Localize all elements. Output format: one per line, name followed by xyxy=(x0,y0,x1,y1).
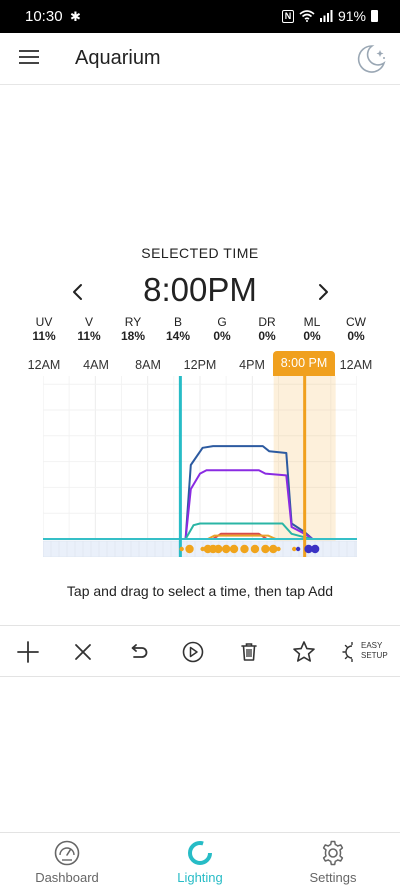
channel-value: 11% xyxy=(32,329,56,343)
channel-name: CW xyxy=(346,315,366,329)
lighting-ring-icon xyxy=(188,841,212,865)
easy-setup-line2: SETUP xyxy=(361,651,388,660)
channel-name: DR xyxy=(258,315,276,329)
add-icon[interactable] xyxy=(15,639,41,665)
axis-tick: 12AM xyxy=(27,358,61,372)
close-icon[interactable] xyxy=(70,639,96,665)
half-sun-icon xyxy=(342,642,353,662)
channel-cw: CW 0% xyxy=(331,315,381,343)
next-time-button[interactable] xyxy=(313,281,333,303)
nav-dashboard[interactable]: Dashboard xyxy=(12,837,122,887)
channel-value: 0% xyxy=(213,329,231,343)
slack-icon: ✱ xyxy=(70,9,81,24)
schedule-marker xyxy=(276,546,281,552)
channel-values: UV 11% V 11% RY 18% B 14% G 0% DR 0% ML … xyxy=(20,315,380,345)
channel-g: G 0% xyxy=(197,315,247,343)
schedule-marker xyxy=(310,544,320,554)
selected-time-label: SELECTED TIME xyxy=(141,245,259,261)
nfc-icon: N xyxy=(281,9,294,23)
nav-lighting-label: Lighting xyxy=(177,870,223,885)
easy-setup-button[interactable]: EASY SETUP xyxy=(340,638,396,666)
nav-lighting[interactable]: Lighting xyxy=(145,837,255,887)
channel-value: 14% xyxy=(165,329,191,343)
selected-time-tab[interactable]: 8:00 PM xyxy=(273,351,335,376)
wifi-icon xyxy=(299,10,315,22)
status-icons: N 91% xyxy=(281,8,378,24)
channel-name: RY xyxy=(124,315,142,329)
axis-tick: 4AM xyxy=(83,358,109,372)
schedule-marker xyxy=(221,544,231,554)
channel-name: UV xyxy=(35,315,53,329)
instruction-text: Tap and drag to select a time, then tap … xyxy=(66,583,334,599)
marker-strip xyxy=(43,540,357,557)
channel-name: B xyxy=(173,315,182,329)
schedule-marker xyxy=(250,544,260,554)
star-icon[interactable] xyxy=(291,639,317,665)
channel-ml: ML 0% xyxy=(287,315,337,343)
dashboard-gauge-icon xyxy=(54,840,80,866)
bottom-navigation: Dashboard Lighting Settings xyxy=(0,832,400,889)
schedule-marker xyxy=(304,544,313,554)
page-title: Aquarium xyxy=(75,47,161,69)
channel-value: 0% xyxy=(303,329,321,343)
easy-setup-label: EASY SETUP xyxy=(361,641,388,661)
selected-time-value: 8:00PM xyxy=(143,271,257,308)
channel-value: 0% xyxy=(258,329,276,343)
signal-icon xyxy=(319,10,333,22)
channel-value: 11% xyxy=(77,329,101,343)
schedule-marker xyxy=(295,546,301,552)
status-bar: 10:30 ✱ N 91% xyxy=(0,0,400,33)
channel-b: B 14% xyxy=(153,315,203,343)
moon-icon[interactable] xyxy=(354,42,388,76)
gear-icon xyxy=(322,840,344,866)
nav-settings-label: Settings xyxy=(309,870,357,885)
schedule-toolbar: EASY SETUP xyxy=(0,625,400,677)
status-time: 10:30 xyxy=(25,8,63,25)
channel-value: 18% xyxy=(120,329,146,343)
channel-name: ML xyxy=(303,315,321,329)
axis-tick: 12AM xyxy=(339,358,373,372)
channel-dr: DR 0% xyxy=(242,315,292,343)
previous-time-button[interactable] xyxy=(68,281,88,303)
channel-name: V xyxy=(84,315,93,329)
nav-dashboard-label: Dashboard xyxy=(35,870,99,885)
battery-percent: 91% xyxy=(337,8,366,24)
schedule-marker xyxy=(292,546,297,552)
channel-name: G xyxy=(217,315,227,329)
schedule-marker xyxy=(261,544,270,554)
undo-icon[interactable] xyxy=(125,639,151,665)
schedule-marker xyxy=(200,546,205,552)
axis-tick: 4PM xyxy=(239,358,265,372)
axis-tick: 8AM xyxy=(135,358,161,372)
schedule-marker xyxy=(185,544,194,554)
schedule-marker xyxy=(229,544,239,554)
lighting-schedule-chart[interactable] xyxy=(43,376,357,557)
play-icon[interactable] xyxy=(180,639,206,665)
channel-uv: UV 11% xyxy=(19,315,69,343)
axis-tick: 12PM xyxy=(183,358,217,372)
nav-settings[interactable]: Settings xyxy=(278,837,388,887)
battery-icon xyxy=(371,10,378,22)
trash-icon[interactable] xyxy=(236,639,262,665)
schedule-marker xyxy=(179,546,184,552)
schedule-marker xyxy=(214,544,223,554)
schedule-marker xyxy=(240,544,249,554)
schedule-marker xyxy=(269,544,278,554)
easy-setup-line1: EASY xyxy=(361,641,383,650)
channel-value: 0% xyxy=(347,329,365,343)
channel-ry: RY 18% xyxy=(108,315,158,343)
hamburger-menu-icon[interactable] xyxy=(19,49,39,65)
channel-v: V 11% xyxy=(64,315,114,343)
app-bar: Aquarium xyxy=(0,33,400,85)
